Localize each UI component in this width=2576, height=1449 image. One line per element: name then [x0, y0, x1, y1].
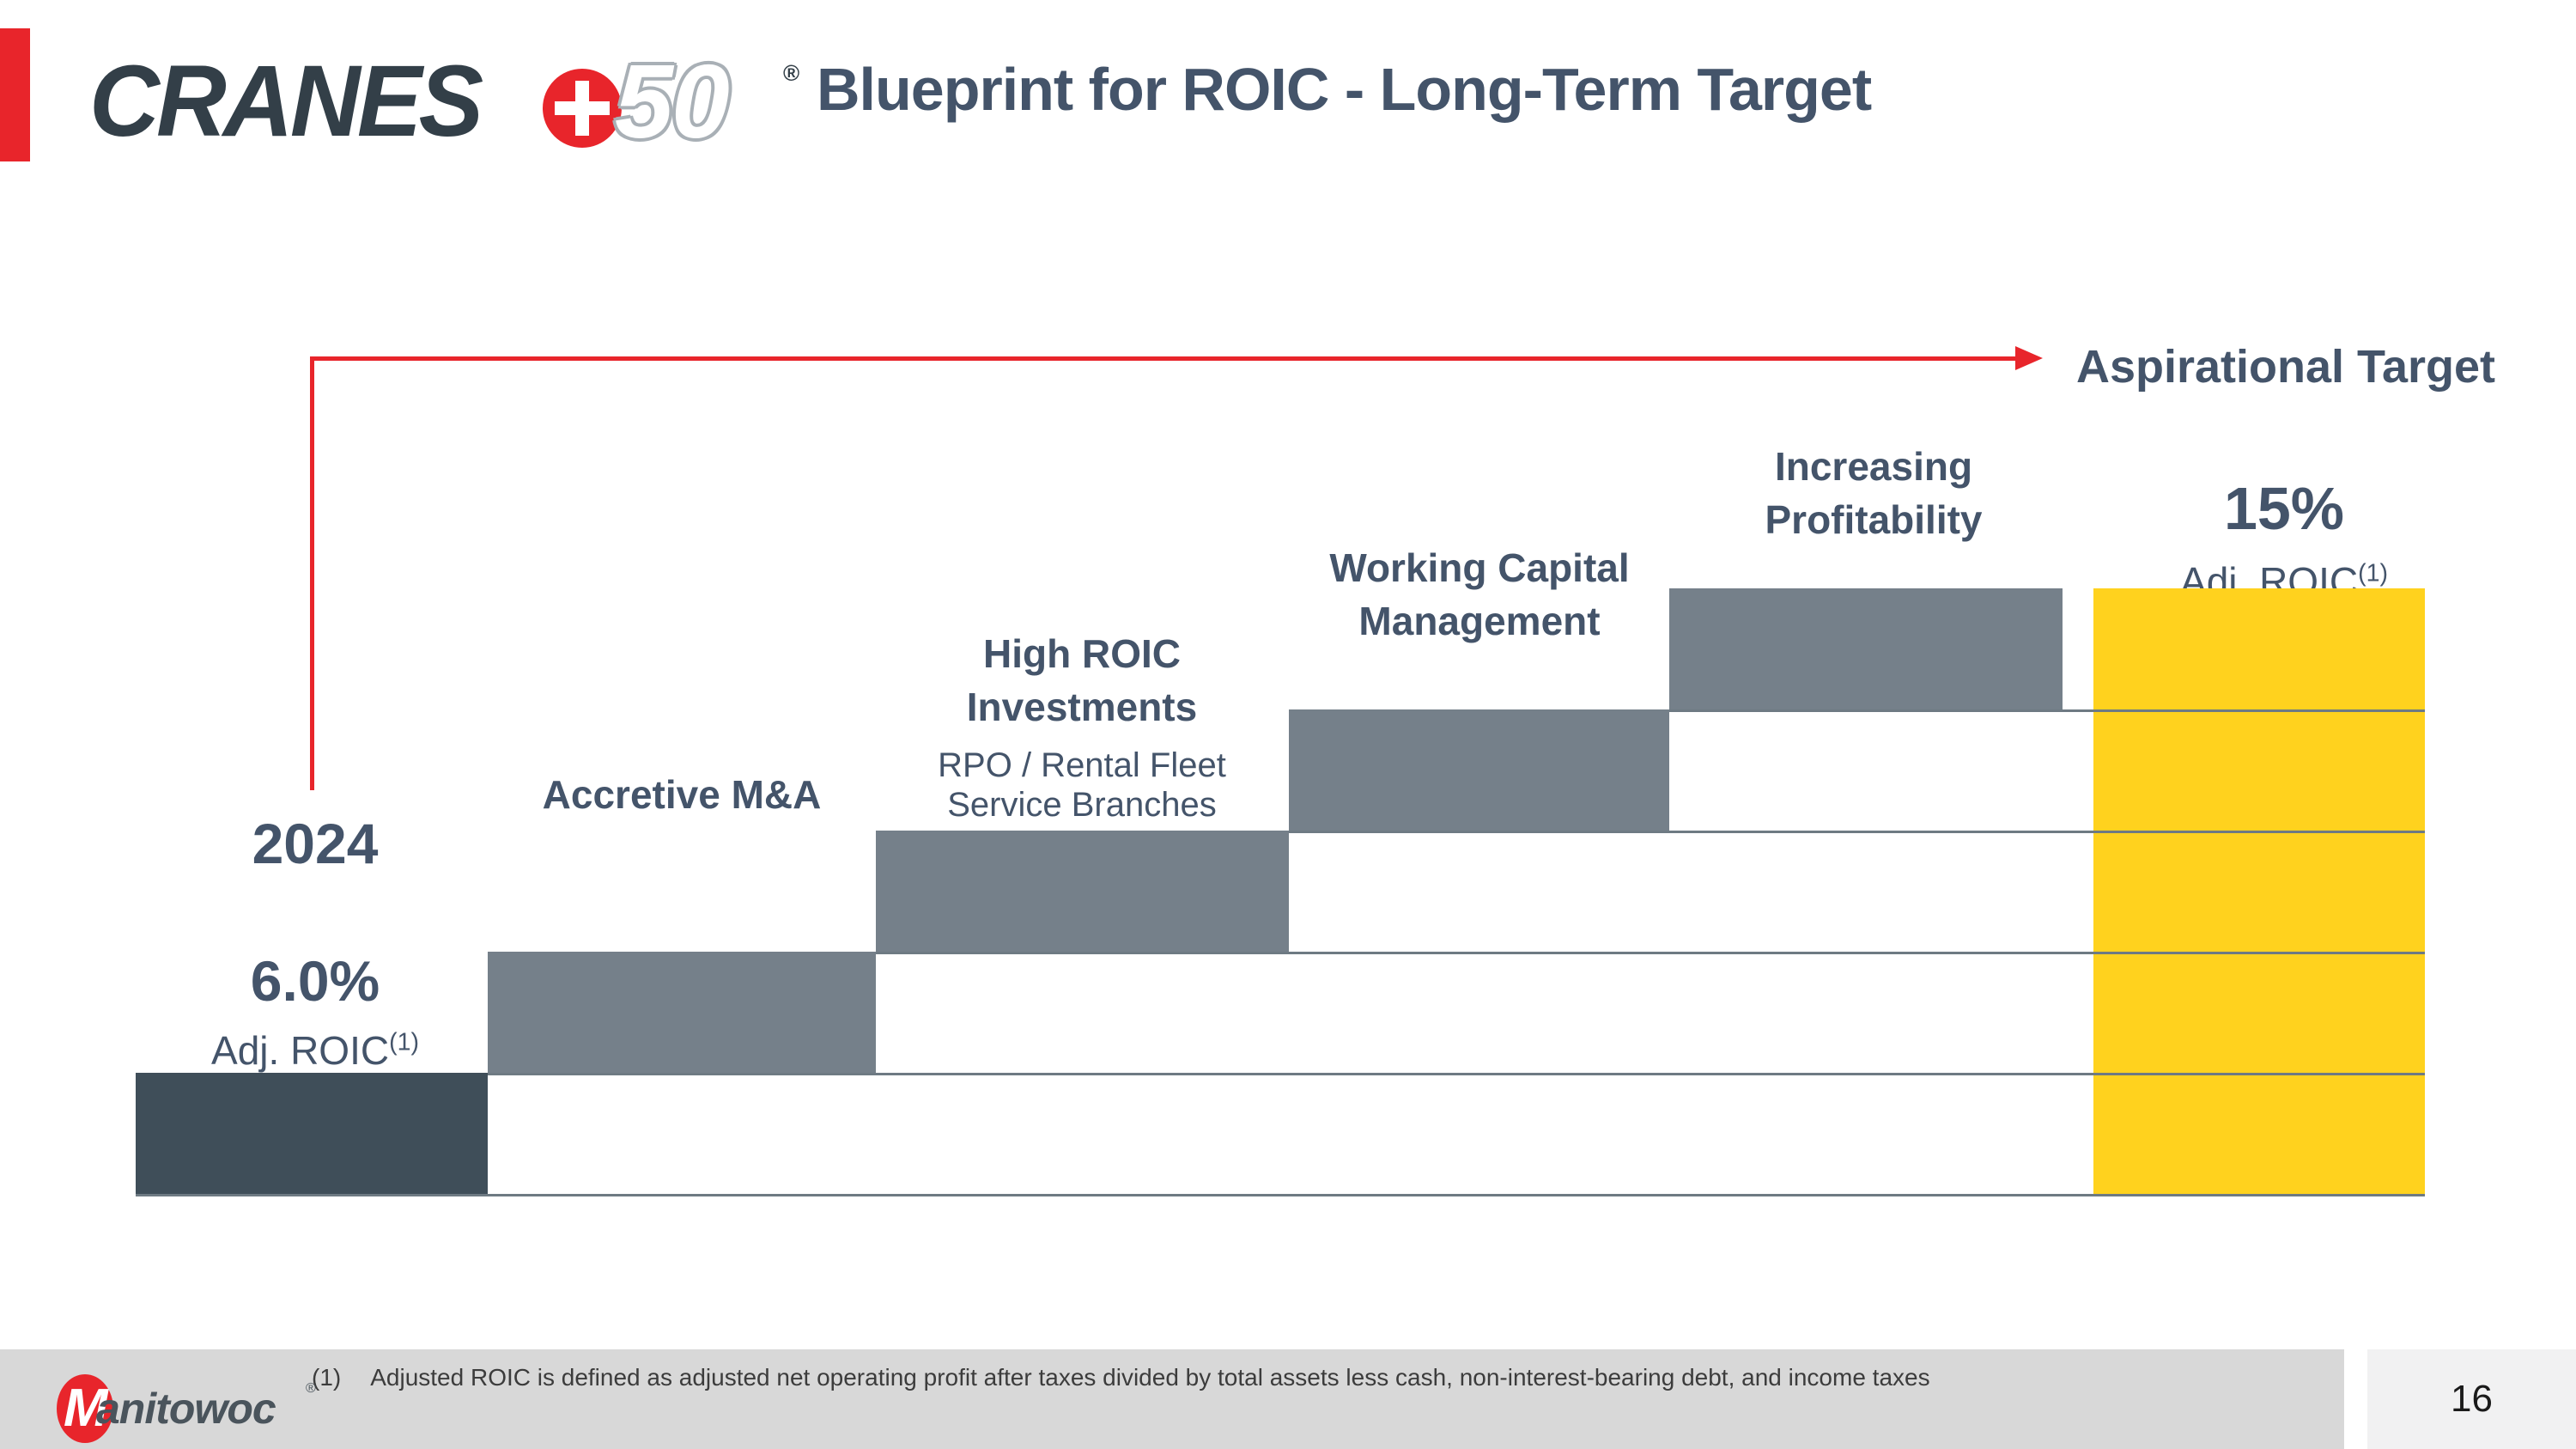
registered-mark-icon: ®: [783, 60, 800, 86]
red-arrow-head-icon: [2015, 346, 2043, 370]
footnote-text: Adjusted ROIC is defined as adjusted net…: [370, 1364, 1930, 1391]
metric-text: Adj. ROIC: [211, 1028, 390, 1073]
logo-cranes-text: CRANES: [89, 45, 483, 158]
footnote-ref: (1): [389, 1028, 419, 1056]
aspirational-target-label: Aspirational Target: [2075, 341, 2496, 393]
step-tread-line: [136, 1194, 2425, 1196]
start-roic-metric: Adj. ROIC(1): [211, 1027, 419, 1074]
manitowoc-logo-m: M: [64, 1379, 108, 1438]
step-label-high-roic: High ROIC Investments: [967, 627, 1197, 734]
step-label-line: Management: [1358, 599, 1601, 643]
step-sublabel-line: RPO / Rental Fleet: [938, 746, 1226, 784]
step-tread-line: [1669, 709, 2425, 712]
step-sublabel-high-roic: RPO / Rental Fleet Service Branches: [938, 746, 1226, 825]
step-label-line: High ROIC: [983, 631, 1181, 676]
step-label-increasing-profitability: Increasing Profitability: [1765, 440, 1982, 546]
footer-bar: [0, 1349, 2344, 1449]
step-label-working-capital: Working Capital Management: [1329, 541, 1629, 648]
cranes-plus-50-logo: CRANES 50 ®: [89, 24, 799, 179]
step-sublabel-line: Service Branches: [947, 786, 1217, 824]
plus-circle-icon: [543, 69, 622, 148]
target-roic-value: 15%: [2223, 475, 2345, 542]
step-tread-line: [488, 1073, 2425, 1075]
step-tread-line: [876, 952, 2425, 954]
step-label-line: Increasing: [1774, 444, 1973, 489]
red-accent-bar: [0, 28, 30, 161]
bar-increasing-profitability: [1669, 588, 2063, 709]
footnote: (1) Adjusted ROIC is defined as adjusted …: [312, 1364, 1930, 1391]
registered-mark-icon: ®: [306, 1381, 316, 1396]
step-label-accretive-ma: Accretive M&A: [542, 772, 822, 817]
start-roic-value: 6.0%: [250, 949, 380, 1013]
step-label-line: Investments: [966, 685, 1198, 729]
bar-aspirational-target: [2093, 588, 2425, 1194]
step-label-line: Working Capital: [1329, 545, 1630, 590]
manitowoc-ellipse-icon: [57, 1374, 113, 1443]
bar-working-capital-management: [1289, 709, 1669, 831]
step-label-line: Profitability: [1765, 497, 1983, 542]
page-number: 16: [2451, 1378, 2493, 1420]
manitowoc-logo-text: anitowoc: [96, 1385, 276, 1433]
start-year-label: 2024: [252, 812, 379, 875]
bar-high-roic-investments: [876, 831, 1289, 952]
red-arrow-horizontal-line: [310, 356, 2017, 361]
bar-2024: [136, 1073, 488, 1194]
page-title: Blueprint for ROIC - Long-Term Target: [817, 56, 1872, 123]
step-tread-line: [1289, 831, 2425, 833]
page-number-panel: 16: [2367, 1349, 2576, 1449]
footnote-ref: (1): [2358, 559, 2388, 588]
bar-accretive-ma: [488, 952, 876, 1073]
footnote-marker: (1): [312, 1364, 342, 1391]
red-arrow-vertical-line: [310, 358, 314, 790]
logo-fifty-text: 50: [615, 43, 730, 160]
